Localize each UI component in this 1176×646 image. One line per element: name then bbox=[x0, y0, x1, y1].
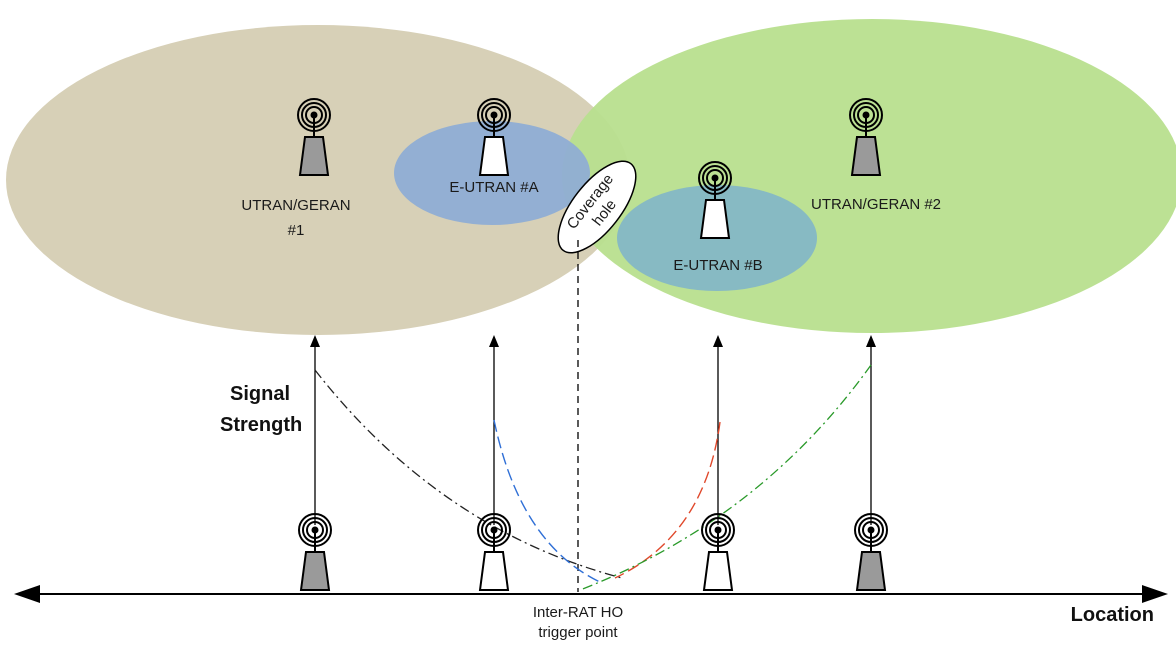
utran-1-signal-curve bbox=[314, 369, 623, 579]
e-utran-a-tower-icon bbox=[477, 98, 511, 176]
e-utran-b-tower-icon bbox=[698, 161, 732, 239]
e-utran-b-ground-tower-icon bbox=[701, 513, 735, 591]
e-utran-b-signal-curve bbox=[614, 421, 721, 579]
utran-2-signal-curve bbox=[579, 364, 872, 591]
utran-geran-2-tower-icon bbox=[849, 98, 883, 176]
utran-2-ground-tower-icon bbox=[854, 513, 888, 591]
signal-strength-label-line2: Strength bbox=[220, 414, 302, 436]
utran-geran-1-tower-icon bbox=[297, 98, 331, 176]
utran-geran-1-label-line1: UTRAN/GERAN bbox=[241, 197, 350, 214]
trigger-point-label-line1: Inter-RAT HO bbox=[533, 604, 623, 621]
location-axis-label: Location bbox=[1071, 604, 1154, 626]
e-utran-a-ground-tower-icon bbox=[477, 513, 511, 591]
utran-geran-1-label-line2: #1 bbox=[288, 222, 305, 239]
utran-geran-1-cell bbox=[6, 25, 630, 335]
e-utran-b-label: E-UTRAN #B bbox=[673, 257, 762, 274]
location-axis-right-arrow bbox=[1142, 585, 1168, 603]
utran-geran-2-label: UTRAN/GERAN #2 bbox=[811, 196, 941, 213]
e-utran-a-signal-curve bbox=[493, 419, 603, 584]
trigger-point-label-line2: trigger point bbox=[538, 624, 618, 641]
signal-strength-label-line1: Signal bbox=[230, 383, 290, 405]
utran-1-ground-tower-icon bbox=[298, 513, 332, 591]
location-axis-left-arrow bbox=[14, 585, 40, 603]
e-utran-a-label: E-UTRAN #A bbox=[449, 179, 538, 196]
